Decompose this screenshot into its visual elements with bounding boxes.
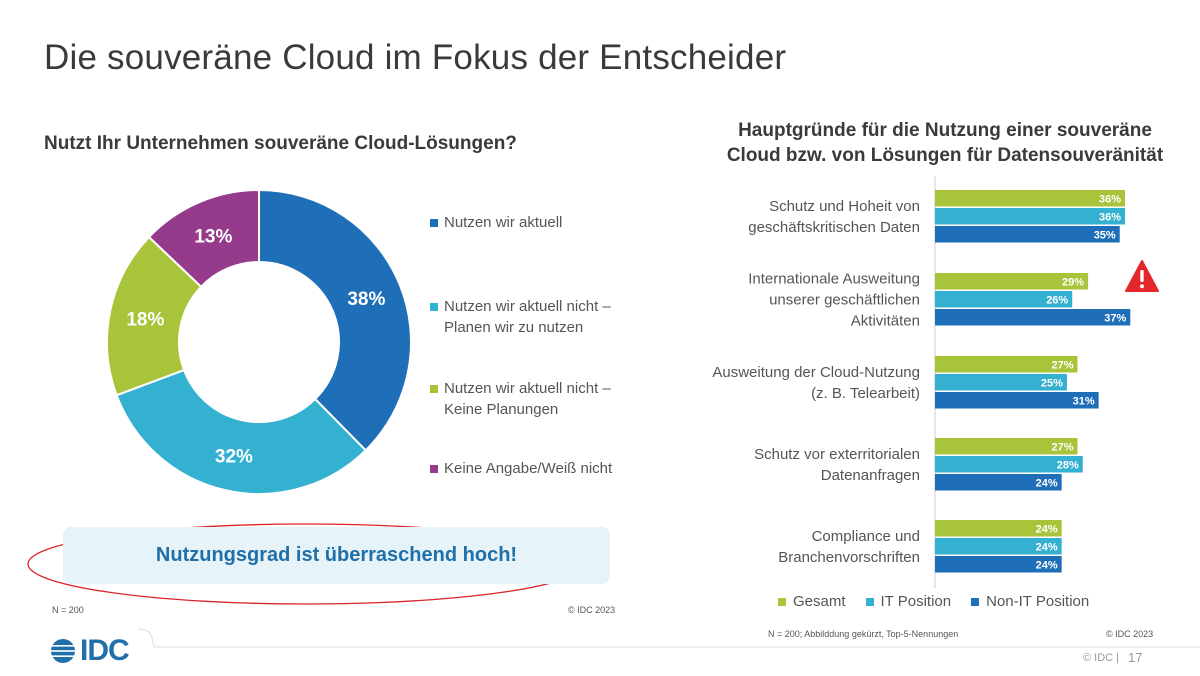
bar-3-3 (935, 392, 1099, 409)
bar-category-label-4: Schutz vor exterritorialen (754, 446, 920, 463)
donut-slice-2 (115, 368, 368, 495)
bar-chart-title-line-2: Cloud bzw. von Lösungen für Datensouverä… (726, 145, 1164, 166)
donut-chart-title: Nutzt Ihr Unternehmen souveräne Cloud-Lö… (44, 133, 517, 154)
donut-sample-note: N = 200 (52, 605, 84, 615)
donut-legend-swatch (430, 465, 438, 473)
bar-legend-item-3: Non-IT Position (971, 593, 1089, 610)
bar-category-label-5: Branchenvorschriften (778, 549, 920, 566)
bar-value-label-4-3: 24% (1036, 478, 1058, 490)
bar-chart-title-line-1: Hauptgründe für die Nutzung einer souver… (738, 120, 1152, 141)
bar-sample-note: N = 200; Abbilddung gekürzt, Top-5-Nennu… (768, 629, 959, 639)
bar-legend-label: Gesamt (793, 593, 846, 610)
bar-value-label-5-1: 24% (1036, 524, 1058, 536)
callout-text: Nutzungsgrad ist überraschend hoch! (155, 544, 518, 566)
donut-slice-label-4: 13% (194, 226, 232, 247)
donut-legend-label: Keine Angabe/Weiß nicht (444, 460, 613, 477)
page-number: 17 (1128, 650, 1143, 665)
bar-legend-swatch (971, 597, 980, 606)
warning-triangle-icon (1125, 260, 1159, 292)
bar-1-2 (935, 208, 1125, 225)
bar-value-label-3-2: 25% (1041, 378, 1063, 390)
bar-chart-title: Hauptgründe für die Nutzung einer souver… (690, 118, 1200, 168)
bar-category-label-2: unserer geschäftlichen (769, 291, 920, 308)
bar-value-label-5-3: 24% (1036, 560, 1058, 572)
bar-4-2 (935, 456, 1083, 473)
footer-divider (138, 628, 1200, 648)
donut-legend-item-4: Keine Angabe/Weiß nicht (430, 458, 612, 479)
bar-value-label-1-2: 36% (1099, 212, 1121, 224)
donut-legend-swatch (430, 385, 438, 393)
bar-3-2 (935, 374, 1067, 391)
bar-2-1 (935, 273, 1089, 290)
bar-category-label-3: (z. B. Telearbeit) (811, 385, 920, 402)
bar-legend-label: IT Position (880, 593, 952, 610)
bar-legend-swatch (865, 597, 874, 606)
donut-source: © IDC 2023 (568, 605, 616, 615)
bar-category-label-3: Ausweitung der Cloud-Nutzung (712, 364, 920, 381)
bar-value-label-2-2: 26% (1046, 295, 1068, 307)
bar-3-1 (935, 356, 1078, 373)
bar-value-label-2-1: 29% (1062, 277, 1084, 289)
bar-category-label-1: geschäftskritischen Daten (748, 219, 920, 236)
donut-slice-label-1: 38% (347, 289, 385, 310)
bar-legend-label: Non-IT Position (986, 593, 1090, 610)
bar-category-label-5: Compliance und (812, 528, 920, 545)
donut-chart: 38% 32% 18% 13% (106, 188, 412, 495)
bar-category-label-2: Aktivitäten (851, 312, 920, 329)
bar-legend-item-1: Gesamt (778, 593, 846, 610)
footer-copyright: © IDC | (1083, 652, 1120, 664)
bar-value-label-2-3: 37% (1104, 313, 1126, 325)
bar-source: © IDC 2023 (1106, 629, 1154, 639)
idc-logo: IDC (50, 634, 130, 668)
donut-slice-4 (147, 188, 260, 289)
donut-legend-item-3: Nutzen wir aktuell nicht – Keine Planunge… (430, 378, 611, 420)
bar-4-1 (935, 438, 1078, 455)
bar-value-label-3-3: 31% (1073, 396, 1095, 408)
bar-category-label-1: Schutz und Hoheit von (769, 198, 920, 215)
bar-value-label-4-2: 28% (1057, 460, 1079, 472)
donut-legend-item-1: Nutzen wir aktuell (430, 212, 562, 233)
donut-slice-label-2: 32% (215, 446, 253, 467)
donut-legend-swatch (430, 219, 438, 227)
donut-legend-swatch (430, 303, 438, 311)
bar-1-1 (935, 190, 1125, 207)
bar-chart: Schutz und Hoheit von geschäftskritischen… (712, 176, 1131, 588)
bar-legend: Gesamt IT Position Non-IT Position (778, 593, 1109, 610)
bar-value-label-3-1: 27% (1051, 360, 1073, 372)
bar-5-2 (935, 538, 1062, 555)
bar-legend-item-2: IT Position (865, 593, 952, 610)
bar-value-label-4-1: 27% (1051, 442, 1073, 454)
bar-5-1 (935, 520, 1062, 537)
bar-category-label-2: Internationale Ausweitung (748, 270, 920, 287)
bar-value-label-1-1: 36% (1099, 194, 1121, 206)
bar-4-3 (935, 474, 1062, 491)
bar-2-2 (935, 291, 1073, 308)
bar-legend-swatch (778, 597, 786, 606)
page-title: Die souveräne Cloud im Fokus der Entsche… (44, 38, 787, 77)
donut-legend-label: Nutzen wir aktuell (444, 214, 563, 231)
donut-slice-label-3: 18% (126, 310, 164, 331)
bar-category-label-4: Datenanfragen (821, 467, 920, 484)
callout-box: Nutzungsgrad ist überraschend hoch! (63, 527, 610, 584)
bar-value-label-1-3: 35% (1094, 230, 1116, 242)
idc-globe-icon (50, 639, 76, 663)
bar-2-3 (935, 309, 1131, 326)
donut-legend-item-2: Nutzen wir aktuell nicht – Planen wir zu … (430, 296, 611, 338)
idc-logo-text: IDC (80, 634, 130, 667)
donut-slice-1 (258, 188, 412, 452)
bar-value-label-5-2: 24% (1036, 542, 1058, 554)
bar-1-3 (935, 226, 1120, 243)
donut-legend-label: Nutzen wir aktuell nicht – Keine Planunge… (444, 380, 611, 418)
donut-legend-label: Nutzen wir aktuell nicht – Planen wir zu … (444, 298, 611, 336)
bar-5-3 (935, 556, 1062, 573)
